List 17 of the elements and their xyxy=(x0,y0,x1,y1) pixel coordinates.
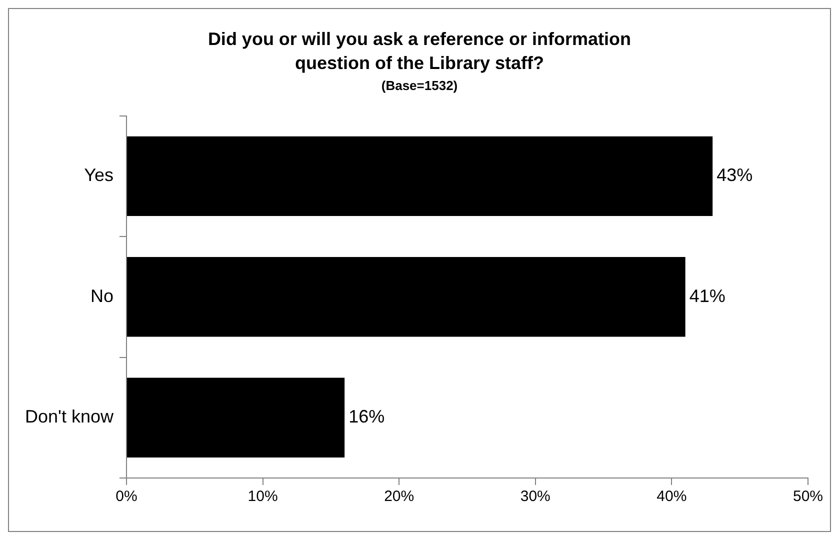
x-tick-label: 10% xyxy=(248,488,278,506)
x-tick-label: 40% xyxy=(656,488,687,506)
chart-title: Did you or will you ask a reference or information question of the Library staff? xyxy=(206,28,632,75)
bar xyxy=(126,136,713,216)
y-tick-label: Yes xyxy=(84,165,114,186)
x-tick-label: 0% xyxy=(116,488,138,506)
bar xyxy=(126,257,686,337)
data-label: 43% xyxy=(716,165,753,186)
x-tick-label: 20% xyxy=(384,488,414,506)
y-tick-label: No xyxy=(90,286,114,306)
x-tick-label: 50% xyxy=(792,488,824,506)
data-label: 16% xyxy=(348,406,385,427)
data-label: 41% xyxy=(689,286,726,306)
x-tick-label: 30% xyxy=(520,488,550,506)
y-tick-label: Don't know xyxy=(24,406,114,427)
chart-subtitle: (Base=1532) xyxy=(380,78,459,93)
bar xyxy=(126,378,345,458)
